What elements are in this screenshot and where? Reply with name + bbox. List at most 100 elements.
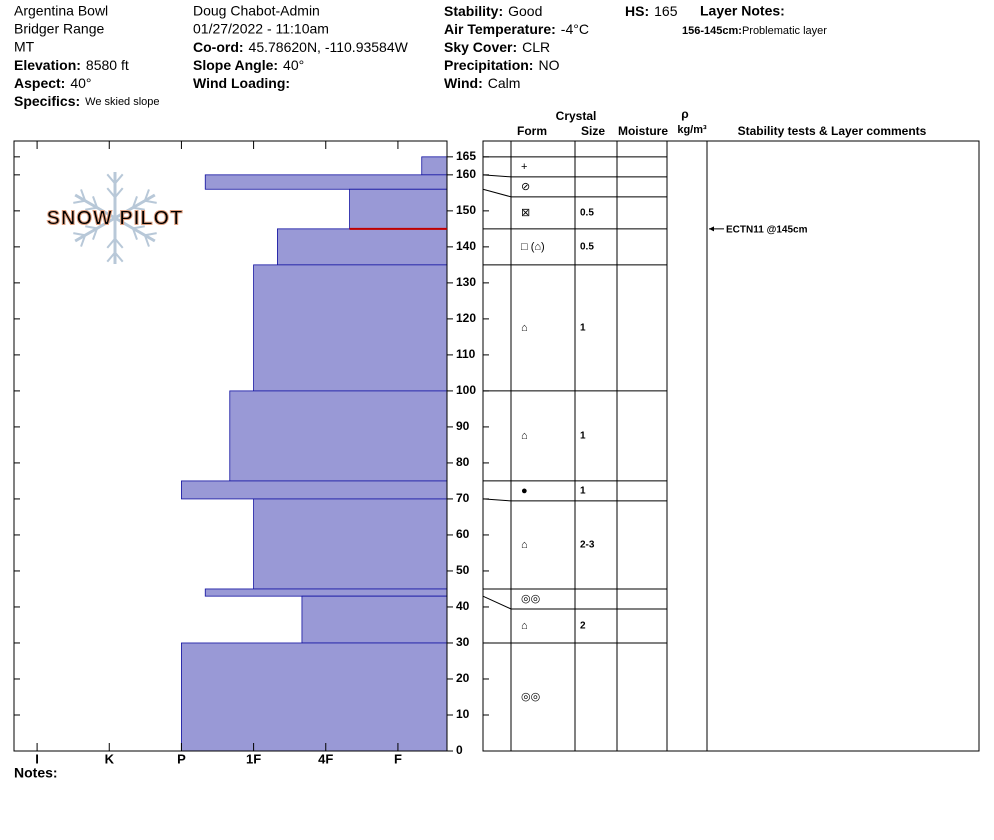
flake-branch	[114, 187, 124, 198]
flake-branch	[106, 173, 116, 185]
layer-boundary	[482, 595, 667, 610]
y-tick-label: 40	[456, 599, 470, 613]
field-value: 165	[654, 3, 678, 19]
flake-branch	[92, 196, 99, 208]
flake-arm	[74, 193, 116, 220]
test-label: ECTN11 @145cm	[726, 225, 808, 236]
field-value: -4°C	[561, 21, 589, 37]
flake-branch	[85, 206, 98, 211]
grain-form: ⌂	[521, 539, 528, 551]
grain-size: 1	[580, 323, 586, 334]
chart-frame	[13, 140, 448, 752]
hardness-bar	[421, 156, 448, 176]
field-label: Wind:	[444, 75, 483, 91]
field-label: Sky Cover:	[444, 39, 517, 55]
y-tick-label: 70	[456, 491, 470, 505]
grain-size: 0.5	[580, 207, 594, 218]
header-field: HS: 165	[625, 3, 678, 19]
notes-label: Notes:	[14, 765, 58, 781]
flake-branch	[114, 238, 124, 249]
flake-branch	[80, 234, 87, 247]
flake-branch	[144, 199, 157, 204]
field-label: Elevation:	[14, 57, 81, 73]
field-label: HS:	[625, 3, 649, 19]
grain-form: ⌂	[521, 322, 528, 334]
header-field: Specifics: We skied slope	[14, 93, 160, 109]
field-label: Specifics:	[14, 93, 80, 109]
header-field: Precipitation: NO	[444, 57, 560, 73]
flake-branch	[143, 234, 150, 247]
field-value: CLR	[522, 39, 550, 55]
field-value: 8580 ft	[86, 57, 129, 73]
logo: SNOW PILOT	[46, 172, 183, 264]
flake-branch	[80, 189, 87, 202]
field-value: 45.78620N, -110.93584W	[249, 39, 409, 55]
layer-notes-title: Layer Notes:	[700, 3, 785, 19]
header-field: Aspect: 40°	[14, 75, 92, 91]
y-tick-label: 100	[456, 383, 476, 397]
header-field: Stability: Good	[444, 3, 542, 19]
note-value: Problematic layer	[742, 25, 827, 37]
hardness-bar	[181, 480, 448, 500]
grain-form: ⊘	[521, 181, 530, 193]
y-tick-label: 165	[456, 149, 476, 163]
field-value: Calm	[488, 75, 521, 91]
layer-note: 156-145cm:Problematic layer	[682, 25, 827, 37]
grain-form: +	[521, 161, 527, 173]
header-text: Doug Chabot-Admin	[193, 3, 320, 19]
x-tick-label: I	[35, 751, 39, 766]
y-tick-label: 90	[456, 419, 470, 433]
hardness-bar	[349, 188, 448, 230]
grain-form: ⌂	[521, 430, 528, 442]
y-tick-label: 30	[456, 635, 470, 649]
field-label: Slope Angle:	[193, 57, 278, 73]
field-label: Precipitation:	[444, 57, 533, 73]
flake-branch	[132, 206, 145, 211]
y-tick-label: 120	[456, 311, 476, 325]
flake-branch	[114, 173, 124, 185]
grain-form: ◎◎	[521, 593, 540, 605]
header-field: Air Temperature: -4°C	[444, 21, 589, 37]
y-tick-label: 80	[456, 455, 470, 469]
grain-form: ⌂	[521, 620, 528, 632]
layer-boundary	[482, 498, 667, 502]
flake-arm	[114, 193, 156, 220]
grain-form: ◎◎	[521, 691, 540, 703]
flake-branch	[106, 251, 116, 263]
field-value: NO	[538, 57, 559, 73]
flake-branch	[106, 238, 116, 249]
grain-form: ●	[521, 485, 528, 497]
arrow-head	[709, 226, 714, 232]
hardness-bar	[253, 264, 448, 392]
col-head: Moisture	[618, 124, 668, 138]
header-text: Argentina Bowl	[14, 3, 108, 19]
y-tick-label: 140	[456, 239, 476, 253]
flake-branch	[131, 228, 138, 240]
grain-size: 1	[580, 486, 586, 497]
y-tick-label: 10	[456, 707, 470, 721]
field-label: Air Temperature:	[444, 21, 556, 37]
table-frame	[482, 140, 980, 752]
hardness-bar	[229, 390, 448, 482]
field-label: Aspect:	[14, 75, 65, 91]
col-head: ρ	[681, 107, 688, 121]
field-label: Wind Loading:	[193, 75, 290, 91]
grain-size: 2	[580, 621, 586, 632]
hardness-bar	[301, 595, 448, 644]
x-tick-label: 4F	[318, 751, 333, 766]
hardness-bar	[204, 174, 448, 190]
y-tick-label: 110	[456, 347, 476, 361]
field-value: 40°	[283, 57, 304, 73]
field-label: Co-ord:	[193, 39, 244, 55]
header-text: MT	[14, 39, 35, 55]
flake-branch	[106, 187, 116, 198]
note-label: 156-145cm:	[682, 25, 742, 37]
field-label: Stability:	[444, 3, 503, 19]
grain-size: 1	[580, 431, 586, 442]
flake-branch	[85, 225, 98, 230]
hardness-bar	[253, 498, 448, 590]
flake-branch	[143, 189, 150, 202]
hardness-bar	[204, 588, 448, 597]
